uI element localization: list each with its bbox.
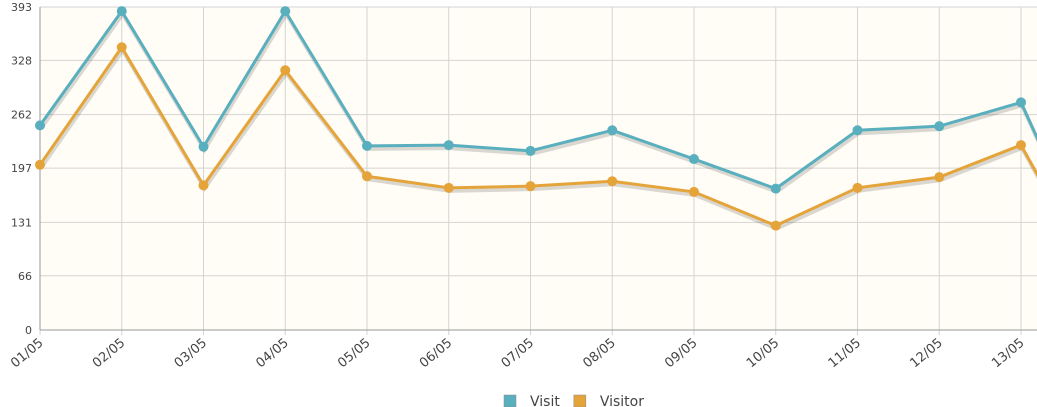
x-tick-label: 09/05 <box>662 336 700 372</box>
data-point <box>525 181 536 192</box>
data-point <box>934 121 945 132</box>
legend-label: Visit <box>530 394 560 407</box>
series-line <box>38 44 1037 228</box>
legend-swatch <box>503 394 517 407</box>
y-tick-label: 0 <box>25 324 32 337</box>
data-point <box>770 183 781 194</box>
data-point <box>35 159 45 170</box>
data-point <box>607 125 618 136</box>
x-tick-label: 13/05 <box>989 336 1027 372</box>
legend-swatch <box>573 394 587 407</box>
data-point <box>689 154 699 165</box>
x-tick-label: 07/05 <box>499 336 537 372</box>
data-point <box>280 6 291 17</box>
data-point <box>116 6 127 17</box>
x-tick-label: 12/05 <box>907 336 945 372</box>
y-tick-label: 66 <box>18 270 32 283</box>
data-point <box>852 125 863 136</box>
data-point <box>35 120 45 131</box>
line-shadow <box>39 10 1037 194</box>
y-tick-label: 328 <box>11 54 32 67</box>
y-tick-label: 197 <box>11 162 32 175</box>
data-point <box>934 172 945 183</box>
x-tick-label: 01/05 <box>8 336 46 372</box>
x-tick-label: 05/05 <box>335 336 373 372</box>
data-point <box>198 141 209 152</box>
series-line <box>38 8 1037 191</box>
data-point <box>443 182 454 193</box>
data-point <box>852 182 863 193</box>
line-shadow <box>39 46 1037 231</box>
x-tick-label: 04/05 <box>253 336 291 372</box>
data-point <box>362 140 372 151</box>
data-point <box>443 140 454 151</box>
x-tick-label: 10/05 <box>744 336 782 372</box>
data-point <box>116 42 127 53</box>
y-tick-label: 262 <box>11 109 32 122</box>
data-point <box>362 171 372 182</box>
x-tick-label: 11/05 <box>826 336 864 372</box>
data-point <box>198 180 209 191</box>
data-point <box>1016 97 1026 108</box>
x-tick-label: 06/05 <box>417 336 455 372</box>
data-point <box>525 145 536 156</box>
data-point <box>607 176 618 187</box>
data-point <box>770 220 781 231</box>
data-point <box>1016 140 1026 151</box>
y-tick-label: 393 <box>11 1 32 14</box>
x-tick-label: 08/05 <box>580 336 618 372</box>
data-point <box>689 186 699 197</box>
y-tick-label: 131 <box>11 216 32 229</box>
data-point <box>280 65 291 76</box>
legend-label: Visitor <box>600 394 644 407</box>
x-tick-label: 03/05 <box>172 336 210 372</box>
x-tick-label: 02/05 <box>90 336 128 372</box>
